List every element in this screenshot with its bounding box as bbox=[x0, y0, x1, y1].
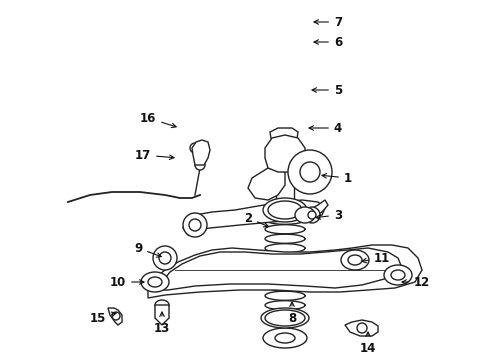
Polygon shape bbox=[155, 305, 169, 325]
Text: 14: 14 bbox=[360, 332, 376, 355]
Ellipse shape bbox=[308, 211, 316, 219]
Ellipse shape bbox=[189, 219, 201, 231]
Ellipse shape bbox=[155, 300, 169, 310]
Text: 11: 11 bbox=[362, 252, 390, 265]
Ellipse shape bbox=[159, 252, 171, 264]
Ellipse shape bbox=[268, 201, 302, 219]
Ellipse shape bbox=[300, 162, 320, 182]
Text: 4: 4 bbox=[309, 122, 342, 135]
Text: 6: 6 bbox=[314, 36, 342, 49]
Polygon shape bbox=[248, 168, 285, 200]
Polygon shape bbox=[162, 248, 402, 290]
Bar bbox=[279, 152, 291, 168]
Ellipse shape bbox=[261, 308, 309, 328]
Ellipse shape bbox=[153, 246, 177, 270]
Ellipse shape bbox=[304, 207, 320, 223]
Polygon shape bbox=[108, 308, 122, 325]
Text: 8: 8 bbox=[288, 302, 296, 324]
Polygon shape bbox=[345, 320, 378, 336]
Ellipse shape bbox=[295, 207, 315, 223]
Text: 15: 15 bbox=[90, 311, 116, 324]
Ellipse shape bbox=[348, 255, 362, 265]
Ellipse shape bbox=[148, 277, 162, 287]
Text: 7: 7 bbox=[314, 15, 342, 28]
Ellipse shape bbox=[265, 310, 305, 326]
Text: 5: 5 bbox=[312, 84, 342, 96]
Polygon shape bbox=[265, 135, 305, 172]
Ellipse shape bbox=[384, 265, 412, 285]
Text: 2: 2 bbox=[244, 212, 269, 227]
Polygon shape bbox=[148, 245, 422, 298]
Text: 12: 12 bbox=[402, 275, 430, 288]
Circle shape bbox=[112, 312, 120, 320]
Text: 16: 16 bbox=[140, 112, 176, 127]
Text: 1: 1 bbox=[322, 171, 352, 185]
Ellipse shape bbox=[263, 198, 307, 222]
Polygon shape bbox=[305, 200, 328, 218]
Text: 3: 3 bbox=[316, 208, 342, 221]
Polygon shape bbox=[270, 128, 298, 152]
Text: 13: 13 bbox=[154, 312, 170, 334]
Text: 10: 10 bbox=[110, 275, 144, 288]
Circle shape bbox=[190, 143, 200, 153]
Ellipse shape bbox=[263, 328, 307, 348]
Ellipse shape bbox=[141, 272, 169, 292]
Circle shape bbox=[357, 323, 367, 333]
Polygon shape bbox=[183, 200, 325, 235]
Text: 9: 9 bbox=[134, 242, 161, 257]
Text: 17: 17 bbox=[135, 149, 174, 162]
Ellipse shape bbox=[391, 270, 405, 280]
Ellipse shape bbox=[288, 150, 332, 194]
Polygon shape bbox=[192, 140, 210, 165]
Circle shape bbox=[195, 160, 205, 170]
Ellipse shape bbox=[341, 250, 369, 270]
Ellipse shape bbox=[183, 213, 207, 237]
Ellipse shape bbox=[275, 333, 295, 343]
Bar bbox=[276, 168, 294, 210]
